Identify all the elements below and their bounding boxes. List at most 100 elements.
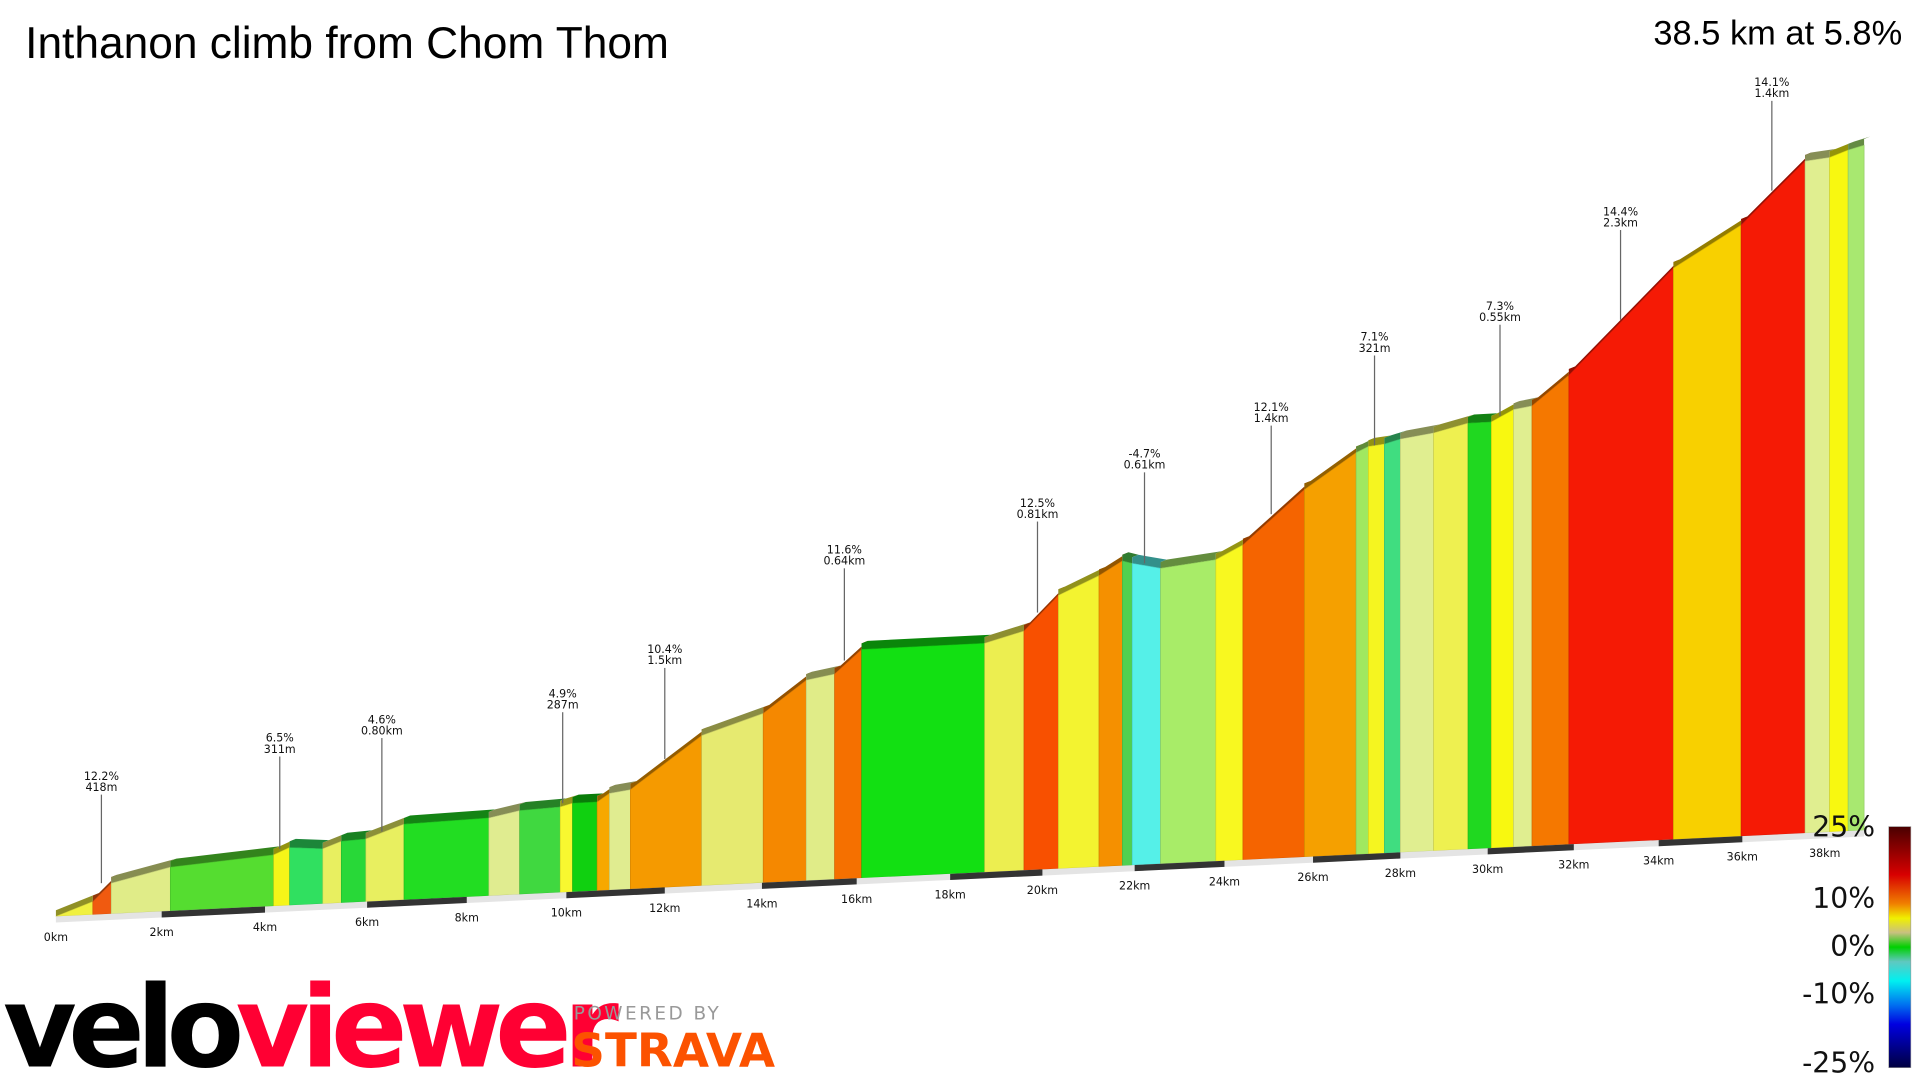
segment-top-edge bbox=[1356, 437, 1375, 453]
profile-segment bbox=[1491, 409, 1514, 849]
climb-annotation: 7.3%0.55km bbox=[1479, 300, 1521, 416]
segment-top-edge bbox=[1132, 554, 1167, 569]
annotation-gradient: 4.9% bbox=[549, 687, 577, 700]
profile-segment bbox=[1023, 594, 1059, 871]
axis-stripe bbox=[1487, 844, 1574, 855]
profile-segment bbox=[1433, 422, 1469, 852]
segment-top-edge bbox=[341, 830, 373, 842]
segment-top-edge bbox=[1215, 536, 1250, 560]
segment-top-edge bbox=[572, 793, 604, 804]
annotation-distance: 0.61km bbox=[1124, 459, 1166, 472]
segment-top-edge bbox=[519, 798, 567, 811]
profile-segment bbox=[1215, 544, 1244, 862]
logo-velo: velo bbox=[3, 961, 239, 1080]
profile-segment bbox=[805, 673, 835, 881]
axis-stripe bbox=[950, 869, 1043, 880]
climb-annotation: 14.1%1.4km bbox=[1754, 76, 1789, 191]
annotation-distance: 2.3km bbox=[1603, 216, 1638, 229]
x-tick-label: 30km bbox=[1472, 863, 1503, 876]
profile-segment bbox=[1531, 374, 1570, 847]
segment-top-edge bbox=[560, 794, 579, 807]
annotation-distance: 321m bbox=[1359, 342, 1391, 355]
profile-segment bbox=[596, 792, 610, 891]
gradient-legend: 25% 10% 0% -10% -25% bbox=[1802, 810, 1912, 1080]
x-tick-label: 22km bbox=[1119, 880, 1150, 893]
axis-stripe bbox=[161, 906, 266, 918]
segment-top-edge bbox=[365, 815, 411, 839]
annotation-gradient: 10.4% bbox=[647, 643, 682, 656]
profile-segments bbox=[55, 136, 1871, 917]
logo-viewer: viewer bbox=[236, 961, 620, 1080]
x-tick-label: 28km bbox=[1385, 867, 1416, 880]
segment-top-edge bbox=[1242, 480, 1311, 545]
profile-segment bbox=[488, 810, 520, 897]
annotation-distance: 1.5km bbox=[647, 654, 682, 667]
segment-top-edge bbox=[984, 622, 1031, 644]
profile-segment bbox=[984, 630, 1025, 873]
climb-annotation: 7.1%321m bbox=[1359, 331, 1391, 446]
profile-segment bbox=[1242, 488, 1305, 861]
annotation-gradient: 11.6% bbox=[827, 544, 862, 557]
x-tick-label: 10km bbox=[551, 907, 582, 920]
segment-top-edge bbox=[1741, 152, 1812, 226]
axis-stripe bbox=[367, 896, 467, 908]
annotation-gradient: 4.6% bbox=[368, 713, 396, 726]
segment-top-edge bbox=[630, 726, 708, 790]
segment-top-edge bbox=[763, 671, 813, 714]
annotation-distance: 418m bbox=[85, 781, 117, 794]
annotation-gradient: 12.5% bbox=[1020, 497, 1055, 510]
annotation-gradient: 7.3% bbox=[1486, 300, 1514, 313]
annotation-gradient: -4.7% bbox=[1128, 448, 1160, 461]
climb-annotation: 6.5%311m bbox=[264, 732, 296, 849]
segment-top-edge bbox=[1058, 567, 1106, 596]
segment-top-edge bbox=[701, 704, 770, 736]
segment-top-edge bbox=[1400, 424, 1440, 440]
segment-top-edge bbox=[1098, 552, 1129, 576]
x-tick-label: 8km bbox=[455, 911, 479, 924]
profile-segment bbox=[701, 713, 764, 886]
profile-segment bbox=[289, 847, 324, 906]
segment-top-edge bbox=[861, 634, 991, 650]
x-tick-label: 12km bbox=[649, 902, 680, 915]
climb-summary: 38.5 km at 5.8% bbox=[1653, 14, 1902, 52]
climb-annotation: 12.5%0.81km bbox=[1017, 497, 1058, 613]
annotation-gradient: 12.2% bbox=[84, 770, 119, 783]
profile-segment bbox=[1673, 224, 1742, 840]
segment-top-edge bbox=[404, 809, 496, 825]
x-tick-label: 38km bbox=[1809, 847, 1840, 860]
annotation-distance: 311m bbox=[264, 743, 296, 756]
x-tick-label: 2km bbox=[150, 926, 174, 939]
profile-segment bbox=[1122, 560, 1133, 866]
annotation-gradient: 14.1% bbox=[1754, 76, 1789, 89]
segment-top-edge bbox=[289, 838, 329, 849]
x-tick-label: 16km bbox=[841, 893, 872, 906]
segment-top-edge bbox=[1468, 413, 1498, 424]
profile-segment bbox=[630, 734, 702, 890]
x-tick-label: 32km bbox=[1558, 859, 1589, 872]
climb-annotation: 11.6%0.64km bbox=[823, 544, 865, 661]
axis-stripe bbox=[566, 887, 665, 899]
profile-segment bbox=[1384, 438, 1401, 854]
profile-segment bbox=[92, 882, 112, 915]
profile-segment bbox=[322, 840, 342, 905]
profile-segment bbox=[861, 643, 985, 879]
segment-top-edge bbox=[1491, 401, 1520, 422]
segment-top-edge bbox=[273, 838, 296, 855]
profile-segment bbox=[559, 802, 573, 893]
profile-segment bbox=[762, 679, 807, 884]
segment-top-edge bbox=[55, 893, 99, 917]
segment-top-edge bbox=[1304, 444, 1363, 490]
profile-segment bbox=[1304, 452, 1357, 858]
axis-stripe bbox=[1313, 852, 1401, 863]
strava-text: STRAVA bbox=[571, 1024, 775, 1078]
profile-segment bbox=[1355, 446, 1369, 855]
veloviewer-logo: veloviewer bbox=[3, 961, 628, 1080]
profile-segment bbox=[1098, 560, 1123, 868]
x-tick-label: 26km bbox=[1297, 871, 1328, 884]
profile-segment bbox=[572, 801, 598, 893]
svg-text:veloviewer: veloviewer bbox=[3, 961, 619, 1080]
annotation-distance: 0.80km bbox=[361, 724, 403, 737]
segment-top-edge bbox=[1160, 551, 1223, 569]
profile-segment bbox=[1513, 405, 1533, 848]
annotation-distance: 0.64km bbox=[823, 555, 865, 568]
